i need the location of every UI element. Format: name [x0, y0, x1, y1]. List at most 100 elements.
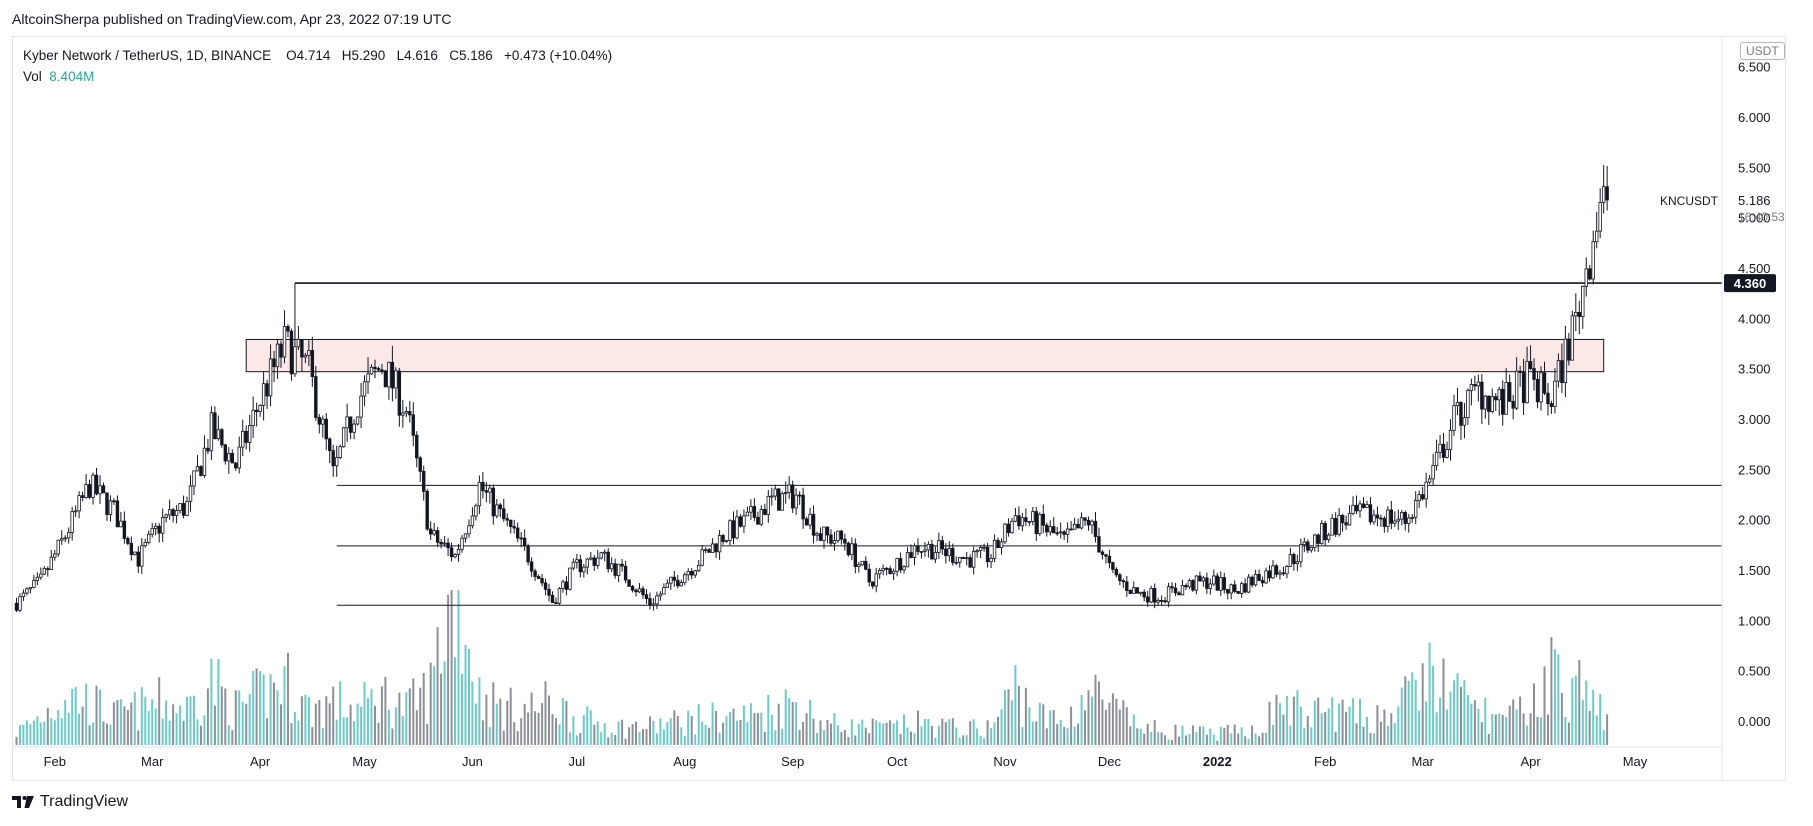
candle — [1528, 345, 1533, 371]
candle — [1055, 527, 1059, 536]
volume-bar — [1487, 734, 1490, 745]
volume-bar — [186, 697, 188, 745]
candle — [1187, 578, 1192, 590]
candle — [174, 505, 179, 524]
candle — [1024, 508, 1028, 527]
volume-bar — [917, 710, 919, 745]
volume-bar — [88, 725, 91, 745]
volume-bar — [1091, 696, 1093, 745]
candle — [446, 538, 450, 556]
volume-bar — [168, 720, 171, 745]
volume-bar — [631, 724, 634, 745]
volume-bar — [1505, 717, 1508, 745]
volume-bar — [997, 716, 999, 745]
candle — [39, 567, 43, 580]
candle — [1347, 505, 1352, 526]
candle — [390, 345, 395, 402]
volume-bar — [1515, 709, 1518, 745]
candle — [620, 558, 624, 572]
candle — [815, 531, 819, 542]
candle — [254, 402, 259, 427]
volume-bar — [1136, 728, 1139, 745]
volume-bar — [899, 734, 902, 745]
volume-bar — [1376, 705, 1379, 745]
candle — [1445, 441, 1449, 459]
candle — [1097, 527, 1101, 553]
volume-bar — [1331, 697, 1334, 745]
candle — [1417, 490, 1421, 508]
tradingview-logo[interactable]: TradingView — [12, 793, 128, 811]
candle — [101, 482, 106, 494]
candle — [888, 565, 892, 575]
volume-bar — [224, 688, 227, 745]
volume-bar — [1463, 680, 1466, 745]
volume-bar — [690, 716, 693, 745]
candle — [940, 535, 945, 555]
volume-bar — [1453, 680, 1455, 745]
volume-bar — [1414, 679, 1417, 745]
volume-bar — [509, 687, 512, 745]
volume-bar — [1317, 697, 1320, 745]
candle — [707, 548, 711, 553]
volume-bar — [339, 681, 342, 745]
volume-bar — [158, 677, 161, 745]
candle — [731, 511, 736, 545]
candles-layer — [14, 165, 1609, 613]
candle — [1427, 475, 1432, 485]
volume-bar — [1386, 725, 1389, 745]
volume-bar — [1421, 663, 1424, 745]
volume-bar — [349, 704, 352, 745]
volume-bar — [133, 692, 136, 745]
volume-bar — [499, 698, 502, 745]
candle — [543, 578, 548, 596]
candle — [154, 522, 158, 536]
volume-bar — [387, 709, 390, 745]
candle — [735, 509, 739, 540]
candle — [742, 509, 746, 533]
candle — [1410, 514, 1414, 523]
time-tick-label: Jul — [569, 754, 586, 769]
candle — [467, 519, 471, 538]
volume-bar — [1567, 722, 1570, 745]
volume-bar — [46, 708, 49, 745]
candle — [978, 545, 983, 558]
volume-bar — [81, 706, 84, 745]
candle — [1487, 395, 1491, 425]
volume-bar — [1383, 709, 1386, 745]
candle — [721, 533, 725, 545]
volume-bar — [1077, 723, 1080, 745]
price-tick-label: 4.000 — [1738, 311, 1771, 326]
volume-bar — [1446, 709, 1448, 745]
volume-bar — [304, 694, 307, 745]
candle — [1441, 432, 1446, 463]
volume-bar — [850, 719, 853, 745]
currency-badge[interactable]: USDT — [1740, 42, 1785, 60]
candle — [1302, 537, 1307, 553]
candle — [1598, 188, 1602, 239]
volume-bar — [234, 690, 237, 745]
volume-bar — [22, 724, 25, 745]
candle — [1570, 310, 1575, 361]
volume-bar — [889, 720, 892, 745]
candle — [634, 588, 638, 597]
resistance-zone[interactable] — [245, 338, 1605, 373]
volume-bar — [1115, 698, 1118, 745]
candle — [683, 572, 687, 586]
volume-bar — [262, 674, 265, 745]
volume-bar — [941, 718, 944, 745]
volume-bar — [1028, 707, 1031, 745]
price-tick-label: 5.000 — [1738, 211, 1771, 226]
volume-bar — [544, 681, 547, 745]
candle — [905, 547, 910, 568]
volume-bar — [722, 722, 725, 745]
candle — [884, 567, 889, 576]
candle — [1525, 346, 1529, 404]
candle — [825, 526, 830, 544]
volume-bar — [1031, 721, 1034, 745]
volume-bar — [1442, 658, 1445, 745]
candle — [470, 507, 475, 529]
volume-bar — [203, 715, 206, 745]
candle — [1577, 300, 1581, 335]
candle — [599, 551, 603, 560]
